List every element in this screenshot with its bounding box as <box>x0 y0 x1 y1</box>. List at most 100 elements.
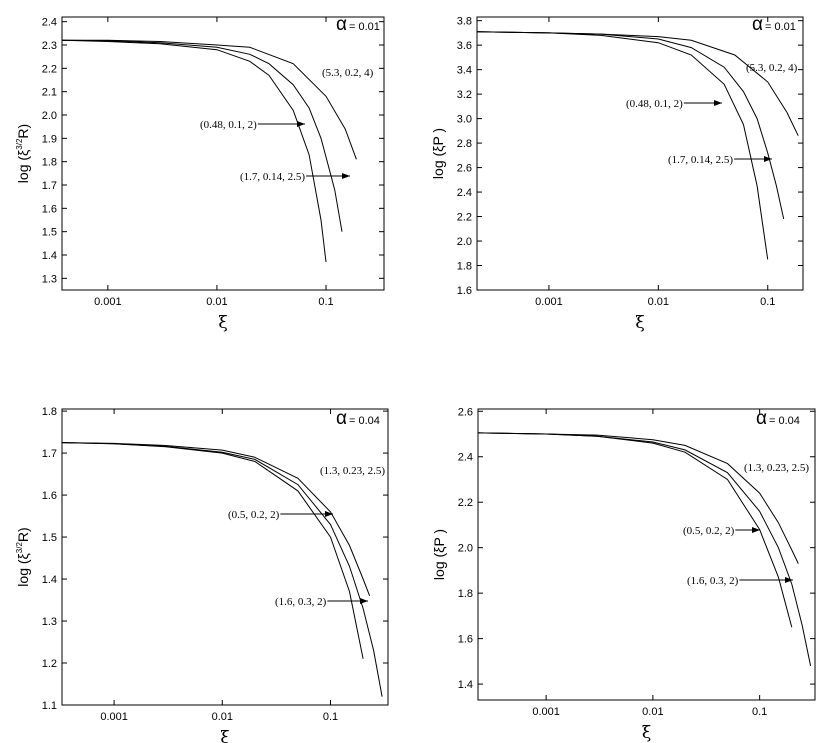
y-tick-label: 1.8 <box>458 588 473 600</box>
y-tick-label: 1.4 <box>42 574 57 586</box>
y-tick-label: 1.6 <box>42 490 57 502</box>
y-axis-label: log (ξ3/2R) <box>15 527 31 586</box>
y-tick-label: 1.4 <box>458 679 473 691</box>
series-label: (1.7, 0.14, 2.5) <box>240 171 305 183</box>
curve <box>61 39 343 232</box>
curve <box>62 39 357 160</box>
x-tick-label: 0.1 <box>323 711 338 723</box>
y-tick-label: 2.6 <box>457 163 472 175</box>
alpha-symbol: α <box>756 408 767 429</box>
x-tick-label: 0.001 <box>535 296 563 308</box>
y-tick-label: 1.6 <box>458 634 473 646</box>
y-axis-label-main: log (ξ <box>15 150 31 184</box>
y-axis-label: log (ξ3/2R) <box>15 124 31 183</box>
y-axis-label-sup: 3/2 <box>15 542 24 554</box>
curve <box>61 442 383 697</box>
x-tick-label: 0.01 <box>212 711 233 723</box>
series-label: (1.7, 0.14, 2.5) <box>668 154 733 166</box>
curve <box>61 442 371 596</box>
series-label: (1.6, 0.3, 2) <box>275 596 327 608</box>
alpha-symbol: α <box>336 408 347 429</box>
y-tick-label: 2.8 <box>457 138 472 150</box>
y-axis-label-end: R) <box>15 527 31 542</box>
curve <box>477 432 799 564</box>
series-label: (5.3, 0.2, 4) <box>322 67 374 79</box>
y-tick-label: 1.8 <box>42 406 57 418</box>
x-tick-label: 0.1 <box>752 706 767 718</box>
series-label: (1.6, 0.3, 2) <box>687 575 739 587</box>
y-tick-label: 1.5 <box>42 532 57 544</box>
alpha-annotation: α = 0.04 <box>336 408 380 429</box>
y-tick-label: 1.7 <box>42 448 57 460</box>
y-axis-label-sup: 3/2 <box>15 138 24 150</box>
alpha-symbol: α <box>752 14 763 35</box>
series-label: (5.3, 0.2, 4) <box>746 62 798 74</box>
y-tick-label: 2.1 <box>42 87 57 99</box>
y-axis-label: log (ξP ) <box>430 128 446 179</box>
y-axis-label-main: log (ξ <box>15 553 31 587</box>
y-tick-label: 2.0 <box>457 236 472 248</box>
y-tick-label: 3.0 <box>457 114 472 126</box>
alpha-annotation: α = 0.01 <box>752 14 796 35</box>
y-axis-label-main: log (ξP ) <box>430 128 446 179</box>
curve <box>477 432 812 667</box>
y-tick-label: 1.2 <box>42 658 57 670</box>
x-axis-label: ξ <box>218 313 227 333</box>
y-tick-label: 3.8 <box>457 16 472 28</box>
y-axis-label: log (ξP ) <box>431 529 447 580</box>
y-tick-label: 1.5 <box>42 227 57 239</box>
y-tick-label: 2.2 <box>457 212 472 224</box>
curve <box>476 31 785 220</box>
alpha-annotation: α = 0.01 <box>336 14 380 35</box>
series-label: (0.5, 0.2, 2) <box>228 509 280 521</box>
series-label: (0.5, 0.2, 2) <box>683 525 735 537</box>
series-label: (1.3, 0.23, 2.5) <box>320 465 385 477</box>
plot-frame <box>61 16 385 291</box>
x-tick-label: 0.1 <box>318 296 333 308</box>
x-axis-label: ξ <box>220 728 229 743</box>
y-tick-label: 3.6 <box>457 40 472 52</box>
series-label: (0.48, 0.1, 2) <box>200 119 257 131</box>
y-axis-label-end: R) <box>15 124 31 139</box>
x-tick-label: 0.001 <box>94 296 122 308</box>
alpha-symbol: α <box>336 14 347 35</box>
x-axis-label: ξ <box>642 723 651 743</box>
x-tick-label: 0.01 <box>206 296 227 308</box>
plot-frame <box>61 408 389 706</box>
y-tick-label: 1.7 <box>42 180 57 192</box>
y-tick-label: 1.6 <box>42 203 57 215</box>
x-tick-label: 0.01 <box>648 296 669 308</box>
y-tick-label: 2.4 <box>458 452 473 464</box>
plot-frame <box>477 408 816 701</box>
y-tick-label: 1.6 <box>457 285 472 297</box>
y-tick-label: 2.3 <box>42 40 57 52</box>
alpha-value: = 0.01 <box>765 21 796 33</box>
y-tick-label: 1.9 <box>42 133 57 145</box>
x-tick-label: 0.001 <box>532 706 560 718</box>
alpha-value: = 0.01 <box>349 21 380 33</box>
curve <box>61 39 327 263</box>
y-tick-label: 1.1 <box>42 700 57 712</box>
y-tick-label: 3.4 <box>457 65 472 77</box>
y-tick-label: 2.6 <box>458 406 473 418</box>
series-label: (0.48, 0.1, 2) <box>626 98 683 110</box>
x-tick-label: 0.1 <box>760 296 775 308</box>
x-tick-label: 0.01 <box>642 706 663 718</box>
curve <box>476 31 769 260</box>
y-tick-label: 2.2 <box>458 497 473 509</box>
y-tick-label: 1.3 <box>42 616 57 628</box>
y-tick-label: 2.4 <box>42 17 57 29</box>
x-tick-label: 0.001 <box>100 711 128 723</box>
y-tick-label: 1.4 <box>42 250 57 262</box>
series-label: (1.3, 0.23, 2.5) <box>744 462 809 474</box>
y-tick-label: 3.2 <box>457 89 472 101</box>
alpha-value: = 0.04 <box>769 415 800 427</box>
plot-frame <box>476 16 804 291</box>
curve <box>61 442 364 659</box>
y-tick-label: 1.8 <box>457 261 472 273</box>
y-axis-label-main: log (ξP ) <box>431 529 447 580</box>
y-tick-label: 2.0 <box>458 543 473 555</box>
x-axis-label: ξ <box>635 313 644 333</box>
y-tick-label: 1.8 <box>42 157 57 169</box>
